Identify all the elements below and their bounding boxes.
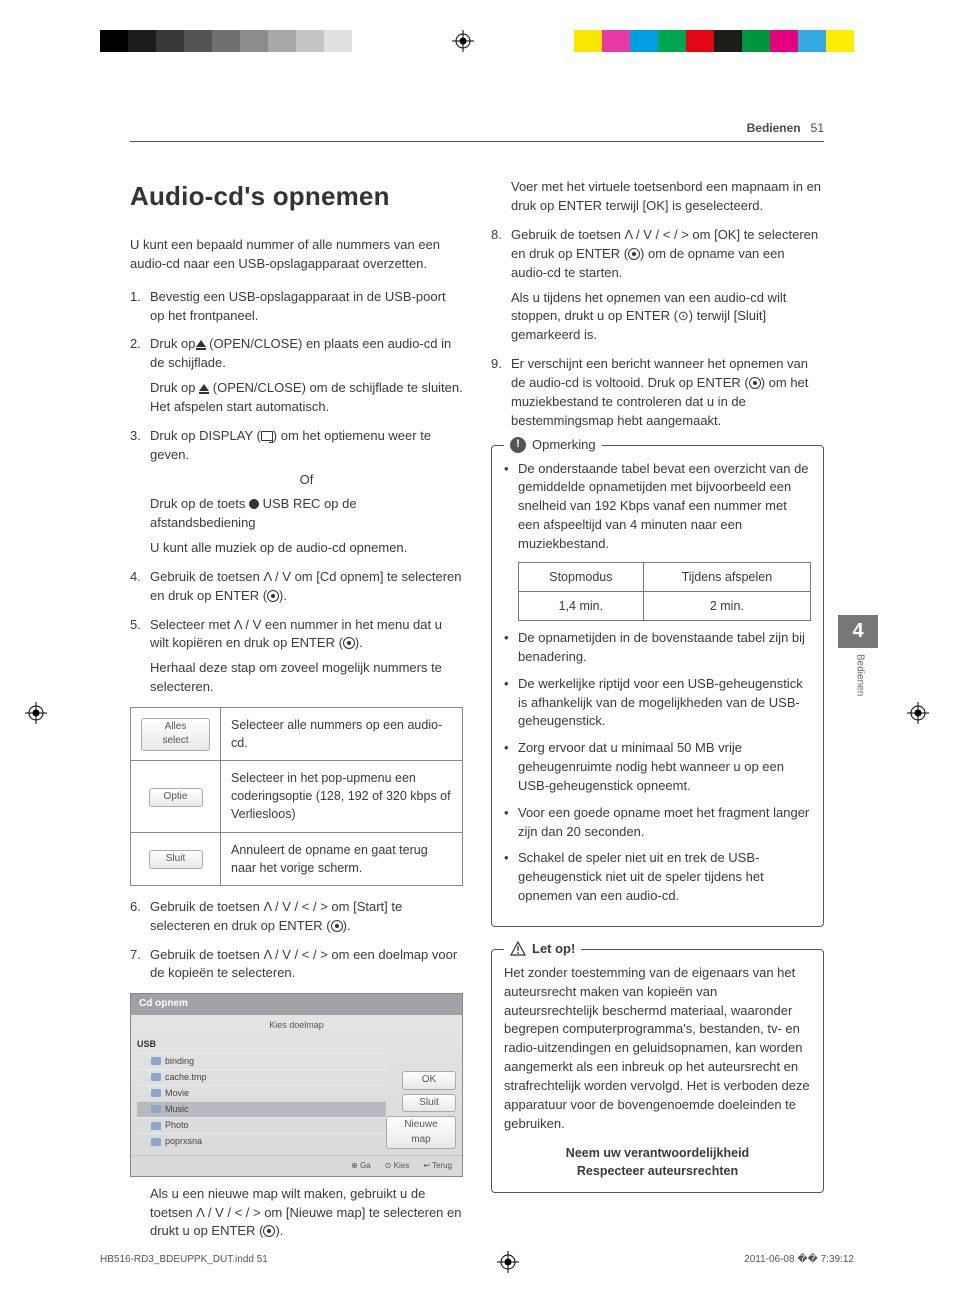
registration-mark-top [452,30,474,52]
folder-icon [151,1138,161,1146]
enter-icon [628,248,640,260]
option-desc: Annuleert de opname en gaat terug naar h… [221,832,463,885]
options-table: Alles select Selecteer alle nummers op ee… [130,707,463,886]
note-box: ! Opmerking De onderstaande tabel bevat … [491,445,824,927]
grayscale-swatches [100,30,380,52]
screenshot-subtitle: Kies doelmap [131,1015,462,1036]
option-desc: Selecteer in het pop-upmenu een codering… [221,761,463,832]
warning-icon [510,941,526,957]
note-bullet: Voor een goede opname moet het fragment … [504,804,811,842]
enter-icon [331,920,343,932]
side-tab-label: Bedienen [838,648,867,696]
note-bullet: De opnametijden in de bovenstaande tabel… [504,629,811,667]
color-swatches [546,30,854,52]
folder-icon [151,1122,161,1130]
steps-list: Bevestig een USB-opslagapparaat in de US… [130,288,463,697]
enter-icon [749,377,761,389]
record-icon [249,499,259,509]
tree-item: cache.tmp [137,1069,386,1085]
footer-filename: HB516-RD3_BDEUPPK_DUT.indd 51 [100,1253,268,1268]
option-desc: Selecteer alle nummers op een audio-cd. [221,707,463,760]
screenshot-button: Nieuwe map [386,1116,456,1149]
footer-timestamp: 2011-06-08 �� 7:39:12 [744,1253,854,1268]
caution-title: Let op! [532,940,575,959]
caution-body: Het zonder toestemming van de eigenaars … [504,964,811,1134]
info-icon: ! [510,437,526,453]
side-chapter-tab: 4 Bedienen [838,615,878,696]
step-item: Gebruik de toetsen Λ / V / < / > om [OK]… [491,226,824,345]
tree-root: USB [137,1036,386,1053]
option-button: Optie [149,788,203,807]
page-title: Audio-cd's opnemen [130,178,463,216]
note-bullet: Schakel de speler niet uit en trek de US… [504,849,811,906]
page-header: Bedienen 51 [130,120,824,142]
note-bullet: De werkelijke riptijd voor een USB-geheu… [504,675,811,732]
tree-item: Movie [137,1085,386,1101]
registration-mark-left [25,702,47,724]
note-bullet: Zorg ervoor dat u minimaal 50 MB vrije g… [504,739,811,796]
timing-table: StopmodusTijdens afspelen 1,4 min.2 min. [518,562,811,621]
step-item: Druk op (OPEN/CLOSE) en plaats een audio… [130,335,463,416]
tree-item: Photo [137,1117,386,1133]
step-item: Selecteer met Λ / V een nummer in het me… [130,616,463,697]
display-icon [261,431,273,441]
folder-select-screenshot: Cd opnem Kies doelmap USB bindingcache.t… [130,993,463,1176]
registration-mark-bottom [497,1251,515,1269]
header-page-number: 51 [811,121,824,135]
folder-icon [151,1089,161,1097]
enter-icon [267,590,279,602]
screenshot-button: OK [402,1071,456,1090]
registration-mark-right [907,702,929,724]
folder-tree: USB bindingcache.tmpMovieMusicPhotopoprx… [137,1036,386,1149]
step7-continuation: Voer met het virtuele toetsenbord een ma… [491,178,824,216]
folder-icon [151,1073,161,1081]
side-tab-number: 4 [838,615,878,648]
print-color-bar [0,30,954,52]
folder-icon [151,1057,161,1065]
tree-item: Music [137,1101,386,1117]
screenshot-caption: Als u een nieuwe map wilt maken, gebruik… [130,1185,463,1242]
screenshot-button: Sluit [402,1094,456,1113]
steps-list-right: Gebruik de toetsen Λ / V / < / > om [OK]… [491,226,824,430]
note-bullet: De onderstaande tabel bevat een overzich… [504,460,811,621]
option-button: Alles select [141,718,210,751]
folder-icon [151,1105,161,1113]
tree-item: binding [137,1053,386,1069]
tree-item: poprxsna [137,1133,386,1149]
step-item: Gebruik de toetsen Λ / V / < / > om [Sta… [130,898,463,936]
step-item: Bevestig een USB-opslagapparaat in de US… [130,288,463,326]
step-item: Druk op DISPLAY () om het optiemenu weer… [130,427,463,558]
enter-icon [263,1225,275,1237]
left-column: Audio-cd's opnemen U kunt een bepaald nu… [130,178,463,1241]
option-button: Sluit [149,850,203,869]
screenshot-title: Cd opnem [131,994,462,1015]
header-section: Bedienen [747,121,801,135]
caution-box: Let op! Het zonder toestemming van de ei… [491,949,824,1193]
step-item: Gebruik de toetsen Λ / V om [Cd opnem] t… [130,568,463,606]
note-bullets: De onderstaande tabel bevat een overzich… [504,460,811,621]
eject-icon [199,384,209,391]
step-item: Gebruik de toetsen Λ / V / < / > om een … [130,946,463,984]
eject-icon [196,340,206,347]
intro-paragraph: U kunt een bepaald nummer of alle nummer… [130,236,463,274]
print-footer: HB516-RD3_BDEUPPK_DUT.indd 51 2011-06-08… [100,1251,854,1269]
caution-footer: Neem uw verantwoordelijkheid Respecteer … [504,1144,811,1180]
steps-list-continued: Gebruik de toetsen Λ / V / < / > om [Sta… [130,898,463,983]
enter-icon [343,637,355,649]
right-column: Voer met het virtuele toetsenbord een ma… [491,178,824,1241]
step-item: Er verschijnt een bericht wanneer het op… [491,355,824,430]
note-title: Opmerking [532,436,596,455]
